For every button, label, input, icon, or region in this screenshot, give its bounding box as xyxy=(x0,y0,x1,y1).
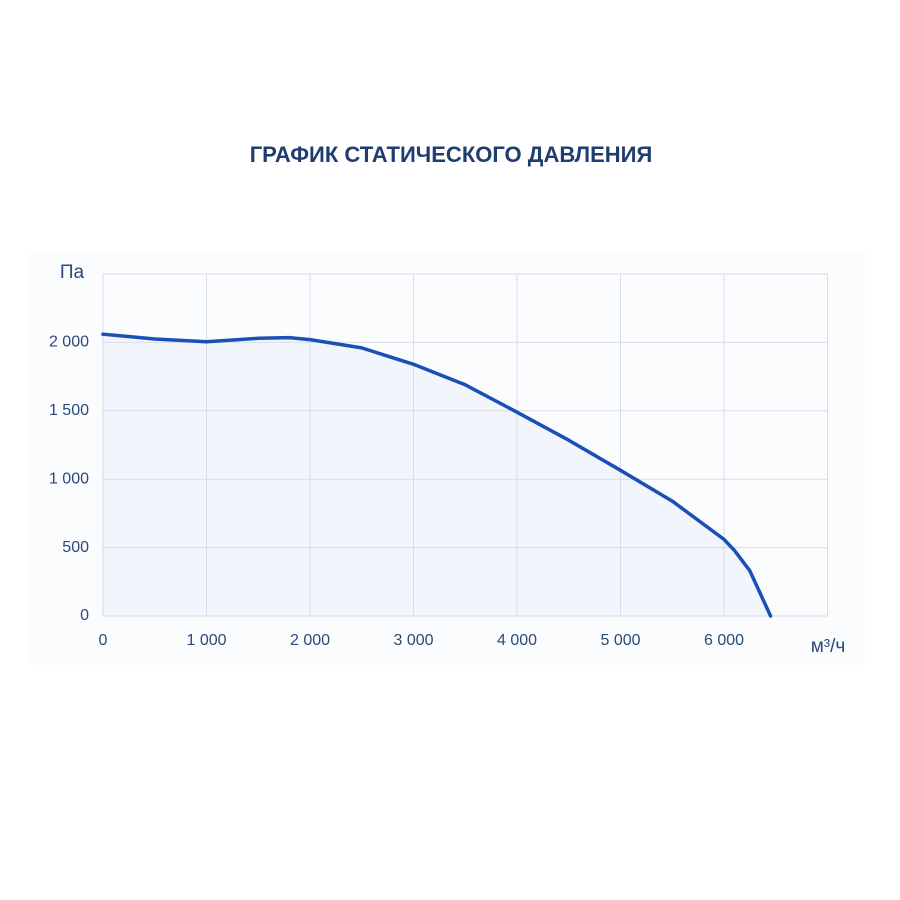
y-tick-label: 1 000 xyxy=(49,470,89,487)
x-tick-label: 6 000 xyxy=(704,632,744,649)
x-axis-label: м³/ч xyxy=(811,636,846,657)
x-tick-label: 0 xyxy=(99,632,108,649)
x-tick-label: 2 000 xyxy=(290,632,330,649)
line xyxy=(101,332,773,618)
y-tick-label: 500 xyxy=(62,539,89,556)
y-tick-label: 1 500 xyxy=(49,402,89,419)
area-fill xyxy=(103,334,771,616)
x-tick-label: 4 000 xyxy=(497,632,537,649)
chart-title: ГРАФИК СТАТИЧЕСКОГО ДАВЛЕНИЯ xyxy=(250,142,653,167)
x-tick-label: 3 000 xyxy=(393,632,433,649)
x-tick-label: 1 000 xyxy=(186,632,226,649)
x-tick-label: 5 000 xyxy=(600,632,640,649)
y-tick-label: 2 000 xyxy=(49,334,89,351)
y-axis-label: Па xyxy=(60,262,85,283)
y-tick-label: 0 xyxy=(80,607,89,624)
